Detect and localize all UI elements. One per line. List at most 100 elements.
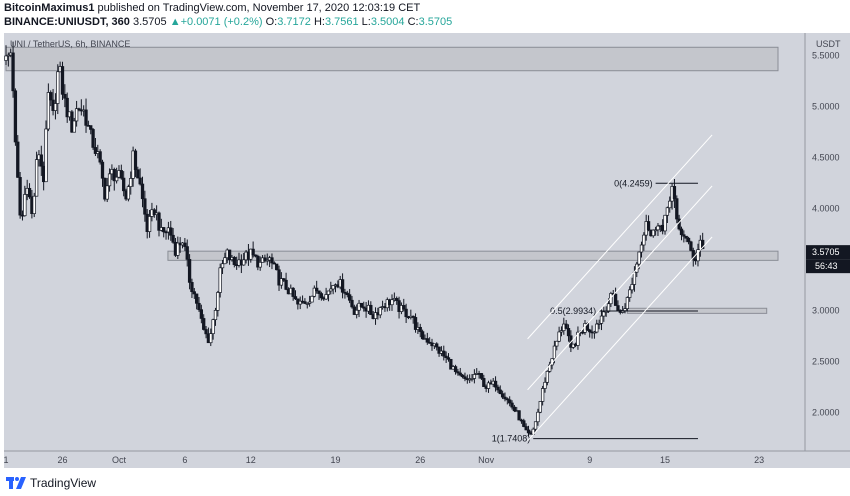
candle-body-down: [277, 269, 281, 286]
candle: [538, 401, 542, 414]
channel-lower-line[interactable]: [527, 236, 713, 442]
candle-body-up: [595, 323, 599, 333]
candle-body-up: [543, 381, 547, 389]
candle: [53, 93, 58, 120]
candle-body-down: [689, 241, 693, 251]
candle-body-down: [319, 293, 324, 299]
candle: [6, 52, 11, 67]
candle: [27, 183, 32, 199]
candle-body-down: [564, 323, 568, 329]
candle-body-up: [630, 284, 634, 291]
price-axis-panel: [805, 33, 850, 451]
candle: [616, 300, 620, 311]
candle: [171, 228, 175, 244]
candle: [211, 318, 215, 340]
channel-middle-line[interactable]: [527, 185, 713, 391]
candle: [256, 254, 260, 271]
candle-body-down: [204, 329, 208, 335]
time-tick-label: 15: [660, 455, 670, 465]
candle-body-down: [512, 406, 517, 412]
price-chart[interactable]: 0(4.2459) 0.5(2.9934) 1(1.7408) 5.5000 5.00…: [0, 0, 850, 470]
candle-body-down: [420, 331, 425, 340]
candle: [272, 261, 276, 265]
low-value: 3.5004: [370, 16, 405, 28]
low-label: L:: [361, 16, 371, 28]
publish-info: BitcoinMaximus1 published on TradingView…: [4, 2, 420, 14]
candle-body-down: [27, 187, 32, 198]
candle-body-up: [223, 257, 227, 265]
candle-body-up: [540, 388, 545, 402]
candle-body-up: [218, 267, 222, 293]
time-tick-label: 1: [3, 455, 8, 465]
candle: [18, 171, 22, 219]
candle-body-down: [253, 254, 258, 257]
author-name[interactable]: BitcoinMaximus1: [4, 2, 95, 14]
candle-body-down: [493, 380, 498, 388]
candle: [675, 195, 679, 224]
candle-body-down: [60, 66, 65, 95]
candle-body-up: [114, 176, 119, 182]
candle: [187, 254, 192, 290]
candle-body-down: [505, 398, 509, 401]
candle-body-down: [13, 90, 18, 143]
candle-body-up: [642, 234, 646, 246]
candle: [56, 64, 60, 115]
candle: [169, 220, 173, 241]
candle-body-up: [216, 292, 220, 311]
candle: [672, 178, 677, 209]
candle: [60, 61, 65, 101]
candle: [656, 223, 660, 236]
tradingview-logo-icon[interactable]: [6, 476, 26, 490]
candle: [668, 196, 672, 213]
candle-body-up: [606, 303, 611, 312]
brand-name[interactable]: TradingView: [30, 476, 97, 490]
candle: [630, 277, 634, 294]
price-tick-label: 5.5000: [812, 50, 840, 60]
candle-body-up: [696, 249, 700, 262]
candle-body-down: [449, 358, 453, 370]
candle: [291, 287, 295, 301]
candle: [176, 236, 180, 260]
candle-body-up: [74, 108, 79, 122]
candle-body-down: [675, 198, 679, 220]
candle-body-down: [453, 366, 458, 373]
candle: [686, 236, 691, 245]
candle: [359, 302, 364, 308]
candle: [512, 404, 517, 413]
support-zone[interactable]: [167, 250, 779, 261]
candle-body-down: [263, 257, 267, 262]
candle-body-down: [340, 279, 345, 293]
candle: [23, 185, 27, 217]
candle: [136, 166, 140, 179]
channel-upper-line[interactable]: [527, 134, 713, 340]
candle: [425, 332, 429, 345]
candle: [639, 241, 644, 258]
candle-body-up: [312, 287, 316, 297]
candle: [275, 263, 279, 271]
candle: [508, 396, 512, 407]
candle-body-down: [616, 305, 620, 311]
candle: [310, 295, 314, 303]
candle-body-up: [378, 307, 382, 316]
candle: [533, 421, 538, 433]
candle: [253, 254, 258, 258]
candle: [147, 209, 152, 238]
candle-body-down: [463, 376, 467, 379]
candle-body-down: [503, 396, 507, 400]
resistance-zone[interactable]: [5, 46, 779, 72]
price-tick-label: 3.0000: [812, 305, 840, 315]
candle-body-down: [347, 294, 352, 301]
candle-body-down: [136, 169, 140, 179]
fib-level-label: 1(1.7408): [492, 434, 531, 444]
candle: [89, 125, 93, 135]
candle: [435, 342, 439, 351]
candle-body-down: [84, 109, 88, 126]
candle: [74, 100, 79, 127]
candle-body-down: [418, 326, 422, 332]
countdown-label: 56:43: [815, 261, 838, 271]
candle-body-down: [437, 346, 441, 354]
candle-body-up: [665, 207, 670, 216]
candle-body-down: [566, 328, 571, 337]
candle: [46, 83, 51, 132]
candle-body-down: [171, 234, 175, 243]
